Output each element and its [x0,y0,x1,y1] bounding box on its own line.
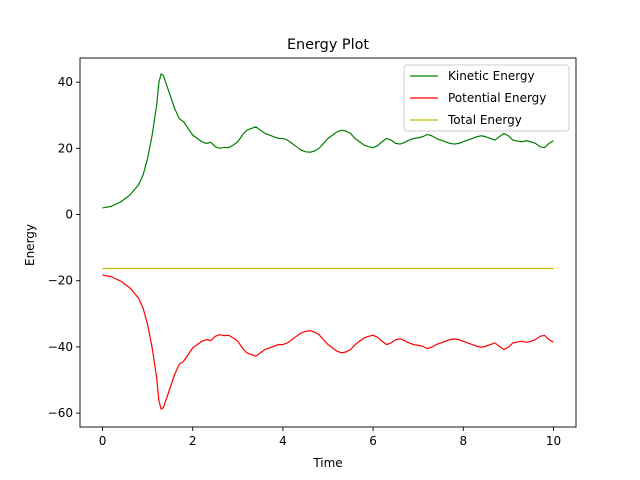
y-tick-label: −60 [48,406,73,420]
chart-title: Energy Plot [287,37,369,53]
x-tick-label: 8 [459,434,467,448]
y-tick-label: 20 [58,141,73,155]
y-tick-label: −40 [48,340,73,354]
legend: Kinetic Energy Potential Energy Total Ener… [403,64,570,132]
legend-label-kinetic-energy: Kinetic Energy [448,69,535,83]
x-tick-label: 10 [546,434,561,448]
x-tick-label: 6 [369,434,377,448]
y-tick-label: 40 [58,75,73,89]
axes-frame [79,57,577,428]
y-tick-label: −20 [48,274,73,288]
legend-box [403,64,570,132]
x-tick-label: 2 [189,434,197,448]
x-axis-label: Time [312,456,342,470]
series-line-kinetic-energy [102,73,554,209]
legend-label-total-energy: Total Energy [447,113,522,127]
y-tick-label: 0 [65,208,73,222]
x-tick-label: 4 [279,434,287,448]
plot-area [79,57,577,428]
y-axis-ticks: −60 −40 −20 0 20 40 [48,75,80,420]
y-axis-label: Energy [23,224,37,266]
x-tick-label: 0 [99,434,107,448]
series-line-potential-energy [102,274,554,410]
legend-label-potential-energy: Potential Energy [448,91,546,105]
x-axis-ticks: 0 2 4 6 8 10 [99,427,561,448]
